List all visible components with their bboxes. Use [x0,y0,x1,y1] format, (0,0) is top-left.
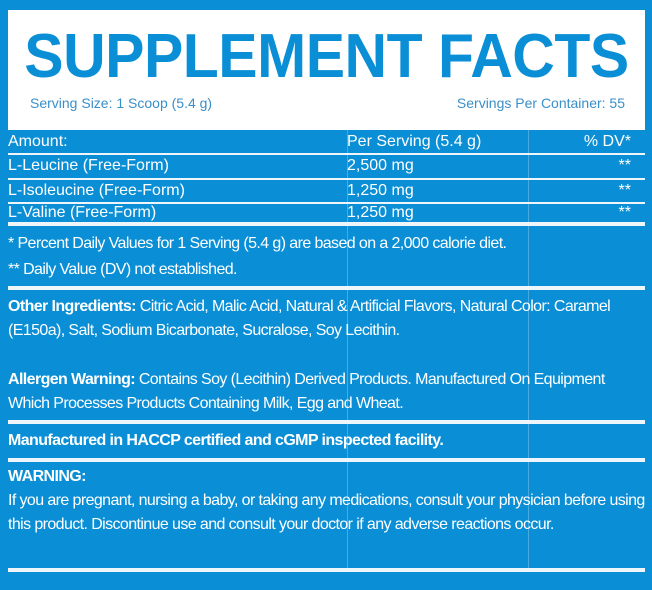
column-divider [347,130,348,570]
ingredient-amount: 1,250 mg [347,182,414,199]
other-ingredients-label: Other Ingredients: [8,298,136,315]
header-panel: SUPPLEMENT FACTS Serving Size: 1 Scoop (… [8,10,645,130]
divider [8,202,645,204]
footnote: * Percent Daily Values for 1 Serving (5.… [8,235,507,252]
other-ingredients: Other Ingredients: Citric Acid, Malic Ac… [8,295,648,343]
ingredient-amount: 1,250 mg [347,204,414,221]
footnotes: * Percent Daily Values for 1 Serving (5.… [8,231,648,283]
serving-size: Serving Size: 1 Scoop (5.4 g) [30,95,213,111]
divider [8,153,645,155]
other-ingredients-text: Citric Acid, Malic Acid, Natural & Artif… [8,298,611,339]
per-serving-header: Per Serving (5.4 g) [347,133,482,150]
table-row: L-Leucine (Free-Form) 2,500 mg ** [8,155,645,177]
divider [8,458,645,462]
allergen-label: Allergen Warning: [8,371,136,388]
amount-header: Amount: [8,133,68,150]
table-row: L-Isoleucine (Free-Form) 1,250 mg ** [8,180,645,202]
divider [8,420,645,424]
divider [8,178,645,180]
ingredient-dv: ** [618,157,631,174]
divider [8,286,645,290]
warning-section: WARNING: If you are pregnant, nursing a … [8,465,648,537]
allergen-text: Contains Soy (Lecithin) Derived Products… [8,371,605,412]
divider [8,568,645,572]
ingredient-name: L-Isoleucine (Free-Form) [8,182,185,199]
ingredient-dv: ** [618,204,631,221]
column-divider [528,130,529,570]
ingredient-name: L-Leucine (Free-Form) [8,157,169,174]
dv-header: % DV* [583,133,631,150]
warning-text: If you are pregnant, nursing a baby, or … [8,492,645,533]
ingredient-amount: 2,500 mg [347,157,414,174]
page-title: SUPPLEMENT FACTS [24,22,629,91]
footnote: ** Daily Value (DV) not established. [8,261,238,278]
warning-label: WARNING: [8,468,86,485]
facility-text: Manufactured in HACCP certified and cGMP… [8,432,444,449]
ingredient-dv: ** [618,182,631,199]
facility-statement: Manufactured in HACCP certified and cGMP… [8,429,648,453]
divider [8,222,645,226]
allergen-warning: Allergen Warning: Contains Soy (Lecithin… [8,368,648,416]
ingredient-name: L-Valine (Free-Form) [8,204,157,221]
table-header: Amount: Per Serving (5.4 g) % DV* [8,131,645,153]
servings-per-container: Servings Per Container: 55 [456,95,625,111]
table-row: L-Valine (Free-Form) 1,250 mg ** [8,203,645,222]
